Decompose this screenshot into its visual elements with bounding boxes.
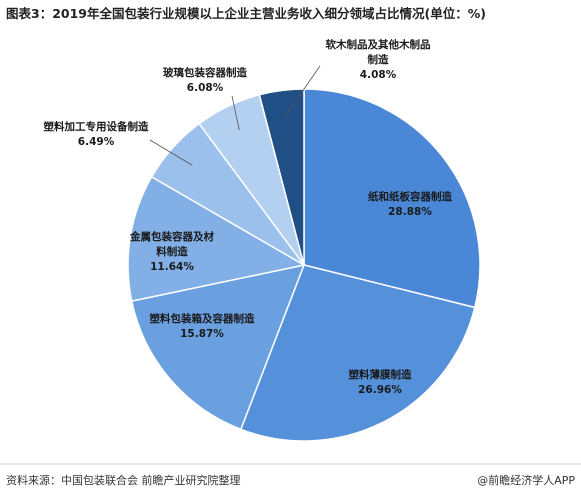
pie-slice bbox=[130, 263, 306, 431]
slice-label: 塑料薄膜制造 bbox=[349, 368, 412, 381]
watermark: @前瞻经济学人APP bbox=[477, 473, 575, 487]
value-label: 28.88% bbox=[388, 206, 432, 218]
value-label: 6.08% bbox=[187, 82, 224, 94]
slice-label: 纸和纸板容器制造 bbox=[368, 190, 452, 203]
slice-label: 金属包装容器及材料制造 bbox=[129, 230, 214, 258]
pie-slice bbox=[239, 264, 476, 442]
value-label: 11.64% bbox=[150, 261, 194, 273]
pie-slice bbox=[127, 175, 307, 303]
slice-label: 塑料加工专用设备制造 bbox=[44, 120, 149, 133]
leader-line bbox=[149, 139, 193, 166]
slice-label: 玻璃包装容器制造 bbox=[163, 66, 247, 79]
slice-label: 塑料包装箱及容器制造 bbox=[150, 312, 255, 325]
leader-line bbox=[231, 95, 240, 131]
pie-slice bbox=[303, 88, 481, 309]
value-label: 15.87% bbox=[180, 328, 224, 340]
slice-label: 软木制品及其他木制品制造 bbox=[326, 38, 431, 66]
chart-title: 图表3：2019年全国包装行业规模以上企业主营业务收入细分领域占比情况(单位：%… bbox=[6, 6, 486, 21]
source: 资料来源：中国包装联合会 前瞻产业研究院整理 bbox=[6, 473, 241, 487]
value-label: 26.96% bbox=[358, 384, 402, 396]
leader-line bbox=[284, 65, 321, 117]
value-label: 6.49% bbox=[78, 136, 115, 148]
value-label: 4.08% bbox=[360, 69, 397, 81]
